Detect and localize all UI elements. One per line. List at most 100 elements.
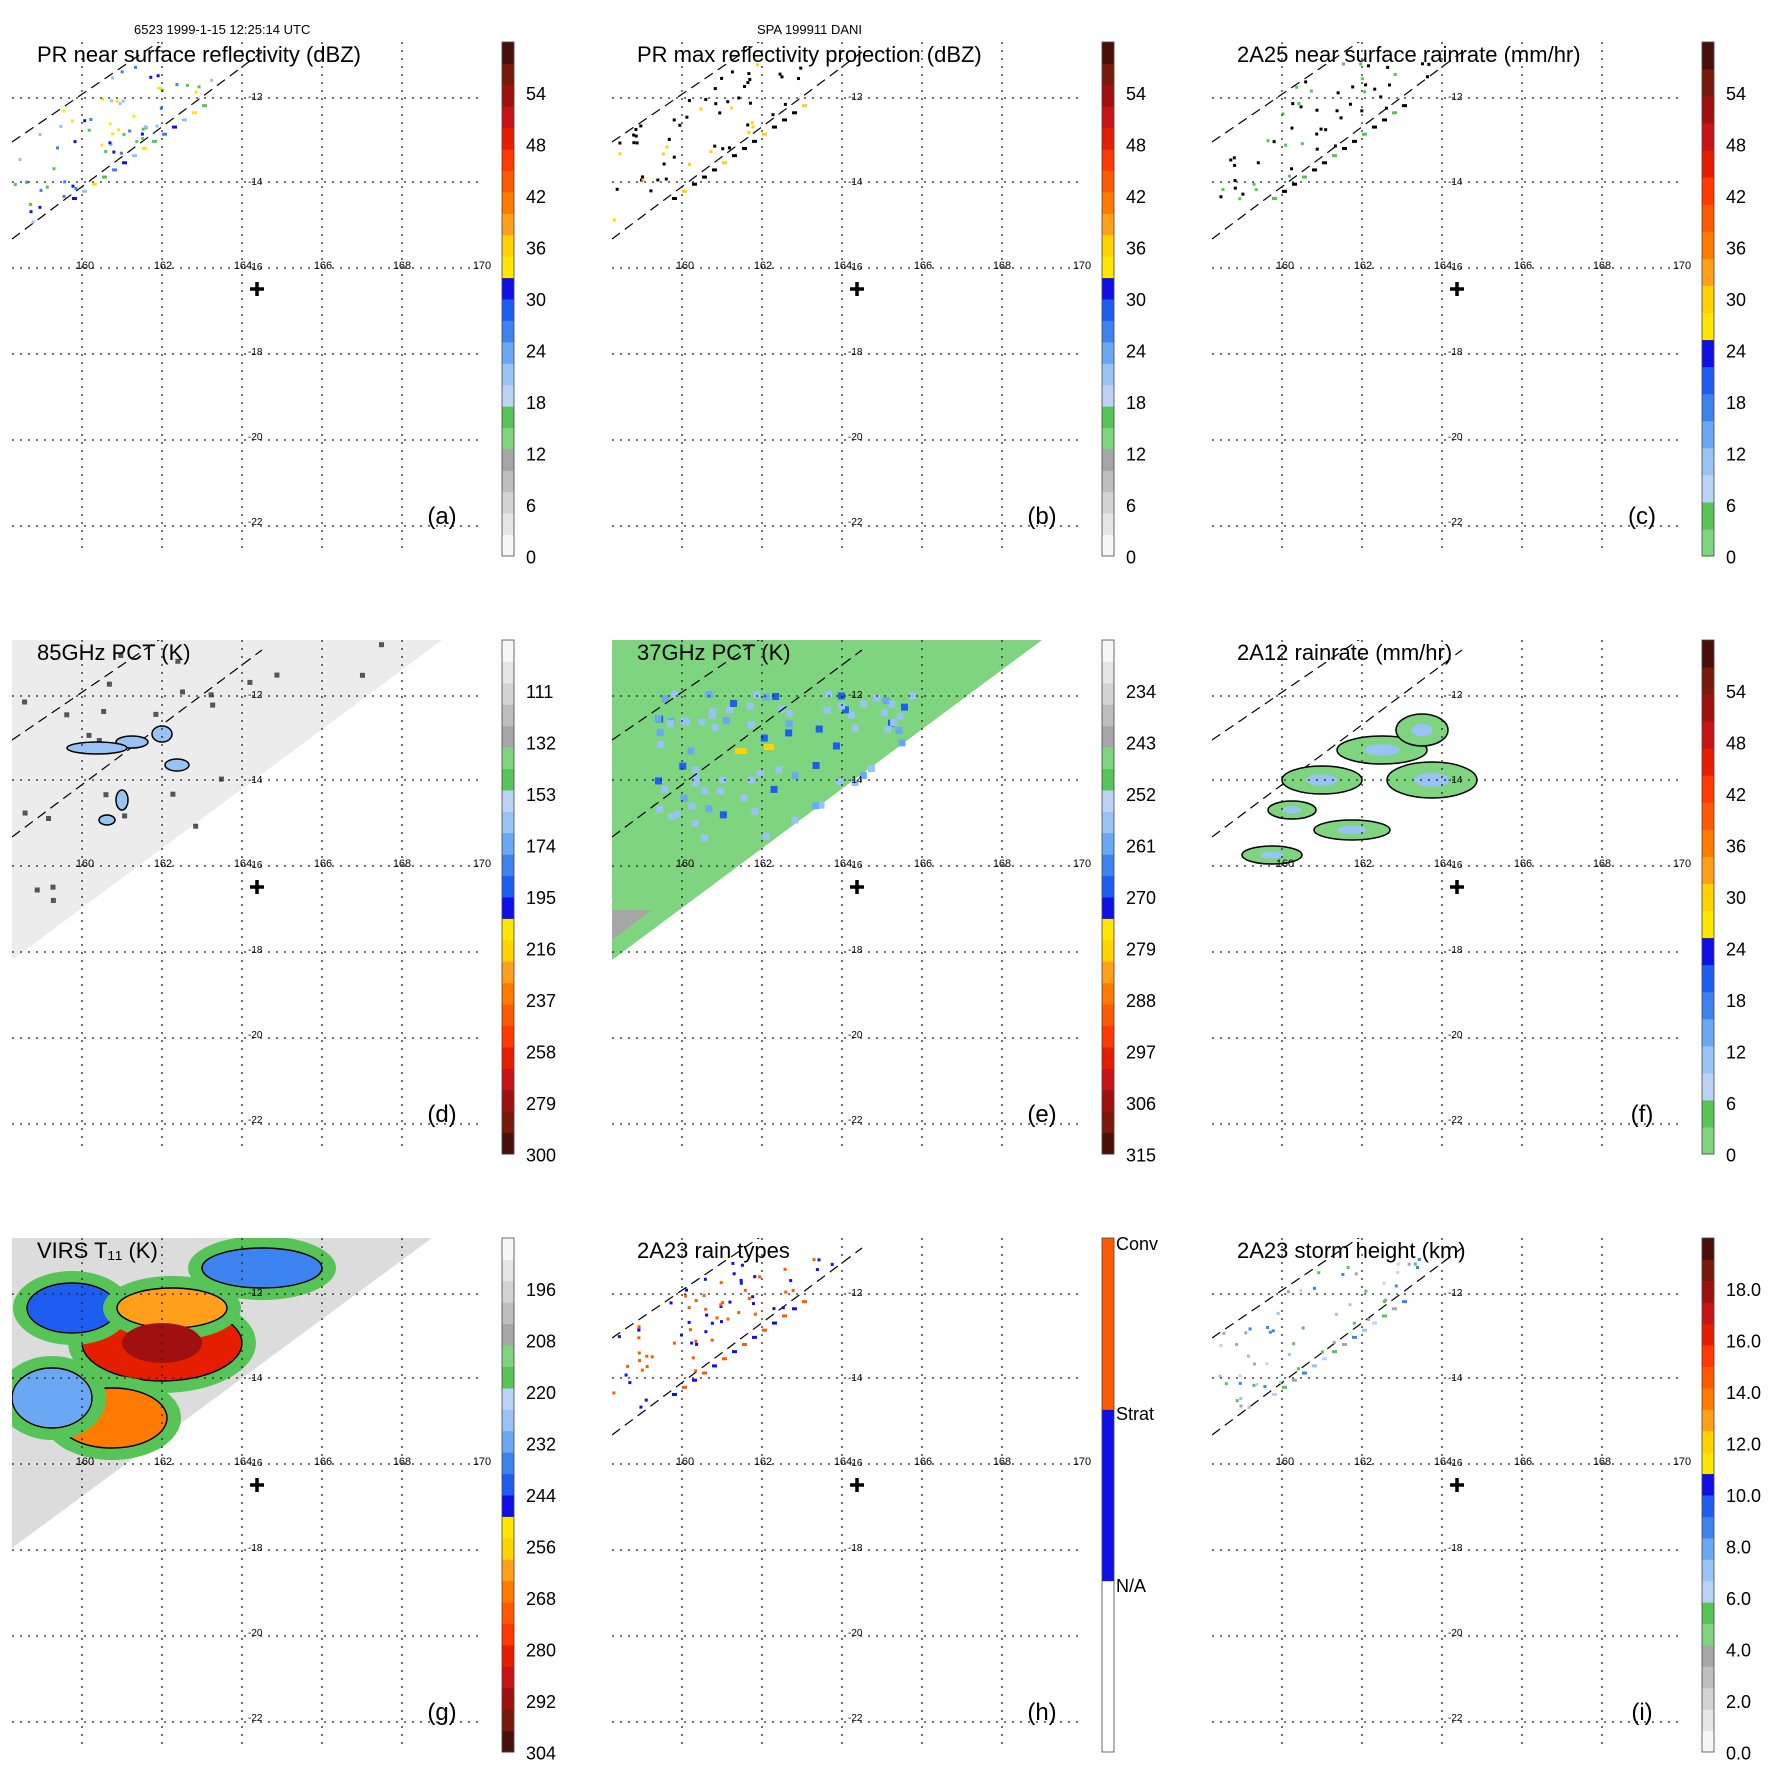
colorbar-segment	[1702, 1516, 1714, 1539]
pr-pixel	[702, 1371, 707, 1375]
lat-tick-label: -16	[1448, 262, 1463, 273]
pct-pixel	[817, 801, 825, 809]
pr-pixel	[1238, 1381, 1242, 1385]
pr-pixel	[812, 1258, 816, 1262]
rain-core	[1411, 723, 1433, 737]
swath-edge	[1212, 640, 1360, 741]
pr-pixel	[802, 1300, 807, 1304]
pr-pixel	[645, 1365, 649, 1369]
pr-pixel	[1332, 1350, 1337, 1354]
pr-pixel	[637, 1328, 641, 1332]
colorbar-segment	[502, 1004, 514, 1026]
lon-tick-label: 160	[76, 260, 94, 272]
colorbar-segment	[1702, 964, 1714, 993]
center-plus-marker	[850, 1478, 864, 1492]
colorbar-segment	[1702, 447, 1714, 476]
lat-tick-label: -14	[848, 775, 863, 786]
pr-pixel	[687, 99, 691, 103]
pr-pixel	[737, 96, 741, 100]
pr-pixel	[1315, 147, 1319, 151]
colorbar-segment	[502, 1559, 514, 1582]
virs-blob	[201, 1247, 323, 1289]
pr-pixel	[1351, 85, 1355, 89]
center-plus-marker	[1450, 282, 1464, 296]
pr-pixel	[1232, 156, 1236, 160]
panel-letter: (f)	[1631, 1101, 1654, 1128]
pr-pixel	[692, 1378, 697, 1382]
swath-edge	[12, 51, 263, 240]
pr-pixel	[1387, 83, 1391, 87]
lat-tick-label: -20	[248, 1030, 263, 1041]
pct-pixel	[748, 776, 756, 784]
pr-pixel	[639, 1405, 643, 1409]
pr-pixel	[1222, 1331, 1226, 1335]
pr-pixel	[617, 1335, 621, 1339]
pr-pixel	[1407, 1262, 1411, 1266]
colorbar-label: 36	[526, 239, 546, 259]
pct-pixel	[770, 785, 778, 793]
pr-pixel	[1322, 161, 1327, 165]
pr-pixel	[29, 210, 33, 214]
pr-pixel	[1336, 91, 1340, 95]
pr-pixel	[1319, 127, 1323, 131]
pr-pixel	[1295, 85, 1299, 89]
rain-core	[1282, 806, 1302, 814]
swath-edge	[1212, 51, 1463, 240]
colorbar-segment	[502, 1259, 514, 1282]
pr-pixel	[672, 1341, 676, 1345]
colorbar-label: 24	[1726, 342, 1746, 362]
pr-pixel	[1281, 112, 1285, 116]
pr-pixel	[789, 1279, 793, 1283]
colorbar-segment	[502, 1323, 514, 1346]
colorbar-segment	[502, 213, 514, 236]
pct-pixel	[859, 771, 867, 779]
pr-pixel	[1315, 108, 1319, 112]
pr-pixel	[1296, 1367, 1300, 1371]
pr-pixel	[747, 72, 751, 76]
colorbar-segment	[502, 811, 514, 834]
pr-pixel	[737, 1311, 741, 1315]
rain-core	[1336, 826, 1368, 834]
colorbar-segment	[1702, 1099, 1714, 1128]
pr-pixel	[159, 106, 163, 110]
pr-pixel	[709, 149, 713, 153]
pr-pixel	[667, 137, 671, 141]
cold-pixel	[86, 732, 92, 738]
pr-pixel	[1312, 1364, 1317, 1368]
panel-field	[1212, 640, 1478, 865]
center-plus-marker	[250, 282, 264, 296]
colorbar-label: 6	[1726, 496, 1736, 516]
pr-pixel	[1342, 62, 1346, 66]
pct-pixel	[812, 802, 820, 810]
colorbar-segment	[1102, 63, 1114, 86]
pct-pixel	[657, 740, 665, 748]
pct-pixel	[884, 725, 892, 733]
lon-tick-label: 166	[1514, 1456, 1532, 1468]
lat-tick-label: -22	[1448, 1115, 1463, 1126]
virs-mask	[432, 1238, 482, 1278]
pr-pixel	[797, 77, 801, 81]
colorbar-segment	[1702, 1072, 1714, 1101]
colorbar-segment	[502, 789, 514, 812]
colorbar-label: 261	[1126, 837, 1156, 857]
colorbar-segment	[1102, 470, 1114, 493]
pr-pixel	[1239, 1404, 1243, 1408]
pr-pixel	[743, 1288, 747, 1292]
pr-pixel	[815, 1268, 819, 1272]
pr-pixel	[732, 154, 737, 158]
pct-pixel	[747, 721, 755, 729]
panel-title: 2A25 near surface rainrate (mm/hr)	[1237, 42, 1581, 67]
pr-pixel	[1372, 1321, 1377, 1325]
pct-pixel	[791, 772, 799, 780]
cold-pixel	[22, 810, 28, 816]
pr-pixel	[1382, 1314, 1387, 1318]
pr-pixel	[1396, 1270, 1400, 1274]
cold-pixel	[218, 776, 224, 782]
pct-pixel	[691, 819, 699, 827]
swath-edge	[1212, 42, 1360, 143]
lat-tick-label: -22	[248, 1713, 263, 1724]
colorbar-segment	[502, 961, 514, 984]
pr-pixel	[1364, 1289, 1368, 1293]
colorbar-segment	[502, 534, 514, 557]
pr-pixel	[1291, 102, 1295, 106]
